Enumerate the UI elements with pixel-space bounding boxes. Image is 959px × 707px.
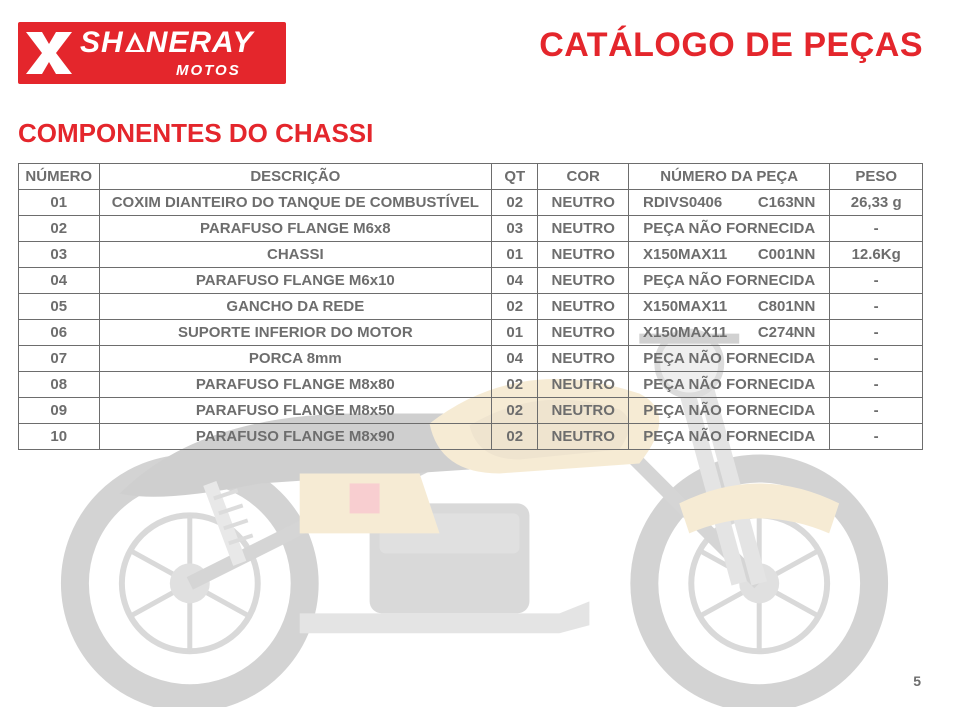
cell-qt: 02 (492, 424, 538, 450)
cell-qt: 01 (492, 320, 538, 346)
cell-descricao: CHASSI (99, 242, 492, 268)
cell-numero-peca: PEÇA NÃO FORNECIDA (629, 268, 830, 294)
cell-cor: NEUTRO (538, 320, 629, 346)
cell-qt: 02 (492, 294, 538, 320)
cell-peso: - (830, 320, 923, 346)
brand-pre: SH (80, 26, 124, 59)
cell-qt: 04 (492, 268, 538, 294)
cell-descricao: PARAFUSO FLANGE M8x80 (99, 372, 492, 398)
cell-numero-peca: X150MAX11 C274NN (629, 320, 830, 346)
cell-numero: 09 (19, 398, 100, 424)
cell-cor: NEUTRO (538, 242, 629, 268)
peca-suffix: C163NN (758, 194, 816, 211)
cell-numero: 07 (19, 346, 100, 372)
peca-code: X150MAX11 (643, 298, 727, 315)
cell-peso: - (830, 216, 923, 242)
section-title: COMPONENTES DO CHASSI (0, 84, 959, 163)
cell-qt: 04 (492, 346, 538, 372)
cell-numero-peca: X150MAX11 C001NN (629, 242, 830, 268)
cell-peso: 12.6Kg (830, 242, 923, 268)
cell-numero-peca: PEÇA NÃO FORNECIDA (629, 346, 830, 372)
page-number: 5 (913, 673, 921, 689)
cell-cor: NEUTRO (538, 346, 629, 372)
col-numero: NÚMERO (19, 164, 100, 190)
cell-numero: 02 (19, 216, 100, 242)
col-descricao: DESCRIÇÃO (99, 164, 492, 190)
cell-peso: - (830, 268, 923, 294)
brand-logo: SH NERAY MOTOS (18, 22, 286, 84)
parts-table-wrap: NÚMERO DESCRIÇÃO QT COR NÚMERO DA PEÇA P… (0, 163, 959, 450)
cell-descricao: SUPORTE INFERIOR DO MOTOR (99, 320, 492, 346)
cell-qt: 02 (492, 190, 538, 216)
table-row: 09PARAFUSO FLANGE M8x5002NEUTROPEÇA NÃO … (19, 398, 923, 424)
cell-descricao: COXIM DIANTEIRO DO TANQUE DE COMBUSTÍVEL (99, 190, 492, 216)
table-row: 01COXIM DIANTEIRO DO TANQUE DE COMBUSTÍV… (19, 190, 923, 216)
col-qt: QT (492, 164, 538, 190)
cell-numero: 05 (19, 294, 100, 320)
cell-numero-peca: PEÇA NÃO FORNECIDA (629, 216, 830, 242)
cell-descricao: PARAFUSO FLANGE M6x10 (99, 268, 492, 294)
cell-cor: NEUTRO (538, 398, 629, 424)
cell-peso: - (830, 372, 923, 398)
cell-peso: 26,33 g (830, 190, 923, 216)
cell-qt: 03 (492, 216, 538, 242)
table-row: 08PARAFUSO FLANGE M8x8002NEUTROPEÇA NÃO … (19, 372, 923, 398)
header-row: SH NERAY MOTOS CATÁLOGO DE PEÇAS (0, 0, 959, 84)
parts-table: NÚMERO DESCRIÇÃO QT COR NÚMERO DA PEÇA P… (18, 163, 923, 450)
col-cor: COR (538, 164, 629, 190)
col-numero-peca: NÚMERO DA PEÇA (629, 164, 830, 190)
cell-cor: NEUTRO (538, 424, 629, 450)
table-row: 06SUPORTE INFERIOR DO MOTOR01NEUTROX150M… (19, 320, 923, 346)
cell-numero: 04 (19, 268, 100, 294)
table-row: 10PARAFUSO FLANGE M8x9002NEUTROPEÇA NÃO … (19, 424, 923, 450)
cell-numero: 08 (19, 372, 100, 398)
brand-post: NERAY (146, 26, 254, 59)
cell-peso: - (830, 294, 923, 320)
logo-x-icon (22, 26, 76, 80)
table-row: 02PARAFUSO FLANGE M6x803NEUTROPEÇA NÃO F… (19, 216, 923, 242)
catalog-title: CATÁLOGO DE PEÇAS (539, 22, 923, 65)
cell-qt: 02 (492, 372, 538, 398)
cell-cor: NEUTRO (538, 190, 629, 216)
cell-numero-peca: RDIVS0406 C163NN (629, 190, 830, 216)
cell-cor: NEUTRO (538, 294, 629, 320)
peca-suffix: C001NN (758, 246, 816, 263)
cell-cor: NEUTRO (538, 268, 629, 294)
cell-numero: 01 (19, 190, 100, 216)
cell-descricao: GANCHO DA REDE (99, 294, 492, 320)
cell-qt: 02 (492, 398, 538, 424)
cell-descricao: PARAFUSO FLANGE M8x50 (99, 398, 492, 424)
cell-numero: 03 (19, 242, 100, 268)
brand-sub: MOTOS (176, 62, 241, 79)
cell-numero-peca: PEÇA NÃO FORNECIDA (629, 372, 830, 398)
peca-code: RDIVS0406 (643, 194, 722, 211)
cell-descricao: PORCA 8mm (99, 346, 492, 372)
peca-code: X150MAX11 (643, 246, 727, 263)
table-row: 04PARAFUSO FLANGE M6x1004NEUTROPEÇA NÃO … (19, 268, 923, 294)
cell-descricao: PARAFUSO FLANGE M6x8 (99, 216, 492, 242)
peca-suffix: C801NN (758, 298, 816, 315)
peca-suffix: C274NN (758, 324, 816, 341)
cell-numero: 10 (19, 424, 100, 450)
cell-cor: NEUTRO (538, 216, 629, 242)
cell-numero: 06 (19, 320, 100, 346)
cell-qt: 01 (492, 242, 538, 268)
table-header-row: NÚMERO DESCRIÇÃO QT COR NÚMERO DA PEÇA P… (19, 164, 923, 190)
brand-a-icon (124, 26, 146, 60)
cell-cor: NEUTRO (538, 372, 629, 398)
peca-code: X150MAX11 (643, 324, 727, 341)
cell-descricao: PARAFUSO FLANGE M8x90 (99, 424, 492, 450)
brand-name: SH NERAY (80, 26, 253, 60)
cell-numero-peca: PEÇA NÃO FORNECIDA (629, 424, 830, 450)
cell-numero-peca: X150MAX11 C801NN (629, 294, 830, 320)
table-row: 07PORCA 8mm04NEUTROPEÇA NÃO FORNECIDA- (19, 346, 923, 372)
cell-peso: - (830, 424, 923, 450)
col-peso: PESO (830, 164, 923, 190)
cell-numero-peca: PEÇA NÃO FORNECIDA (629, 398, 830, 424)
cell-peso: - (830, 398, 923, 424)
table-row: 05GANCHO DA REDE02NEUTRO X150MAX11 C801NN- (19, 294, 923, 320)
table-row: 03CHASSI01NEUTRO X150MAX11 C001NN 12.6Kg (19, 242, 923, 268)
cell-peso: - (830, 346, 923, 372)
